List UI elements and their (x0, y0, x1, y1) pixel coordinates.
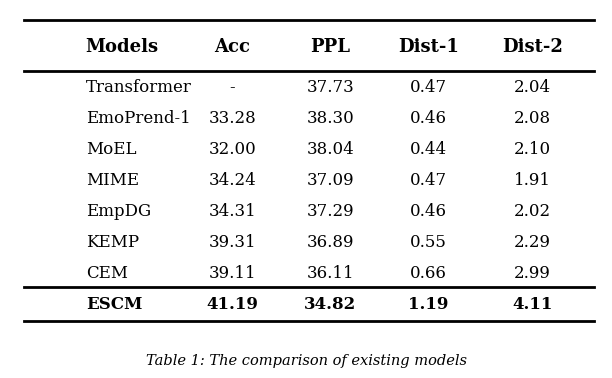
Text: CEM: CEM (86, 265, 128, 282)
Text: MIME: MIME (86, 172, 139, 189)
Text: 0.46: 0.46 (410, 110, 447, 127)
Text: 37.09: 37.09 (307, 172, 354, 189)
Text: 38.30: 38.30 (307, 110, 354, 127)
Text: 36.89: 36.89 (307, 234, 354, 251)
Text: 2.10: 2.10 (514, 141, 551, 158)
Text: 2.02: 2.02 (514, 203, 551, 220)
Text: 39.11: 39.11 (209, 265, 256, 282)
Text: ESCM: ESCM (86, 296, 142, 313)
Text: EmpDG: EmpDG (86, 203, 151, 220)
Text: 34.31: 34.31 (209, 203, 256, 220)
Text: 2.99: 2.99 (514, 265, 551, 282)
Text: 36.11: 36.11 (307, 265, 354, 282)
Text: KEMP: KEMP (86, 234, 139, 251)
Text: 37.29: 37.29 (307, 203, 354, 220)
Text: 0.55: 0.55 (410, 234, 447, 251)
Text: 0.66: 0.66 (410, 265, 447, 282)
Text: Acc: Acc (215, 38, 250, 56)
Text: Table 1: The comparison of existing models: Table 1: The comparison of existing mode… (146, 354, 466, 368)
Text: -: - (230, 79, 236, 96)
Text: 34.24: 34.24 (209, 172, 256, 189)
Text: 0.46: 0.46 (410, 203, 447, 220)
Text: Models: Models (86, 38, 159, 56)
Text: 37.73: 37.73 (307, 79, 354, 96)
Text: 2.08: 2.08 (514, 110, 551, 127)
Text: EmoPrend-1: EmoPrend-1 (86, 110, 190, 127)
Text: 39.31: 39.31 (209, 234, 256, 251)
Text: PPL: PPL (310, 38, 351, 56)
Text: 41.19: 41.19 (207, 296, 258, 313)
Text: 1.19: 1.19 (408, 296, 449, 313)
Text: MoEL: MoEL (86, 141, 136, 158)
Text: 1.91: 1.91 (514, 172, 551, 189)
Text: 2.04: 2.04 (514, 79, 551, 96)
Text: 0.44: 0.44 (410, 141, 447, 158)
Text: 0.47: 0.47 (410, 79, 447, 96)
Text: 2.29: 2.29 (514, 234, 551, 251)
Text: 33.28: 33.28 (209, 110, 256, 127)
Text: 32.00: 32.00 (209, 141, 256, 158)
Text: 38.04: 38.04 (307, 141, 354, 158)
Text: Transformer: Transformer (86, 79, 192, 96)
Text: 4.11: 4.11 (512, 296, 553, 313)
Text: 0.47: 0.47 (410, 172, 447, 189)
Text: Dist-1: Dist-1 (398, 38, 459, 56)
Text: Dist-2: Dist-2 (502, 38, 563, 56)
Text: 34.82: 34.82 (304, 296, 357, 313)
